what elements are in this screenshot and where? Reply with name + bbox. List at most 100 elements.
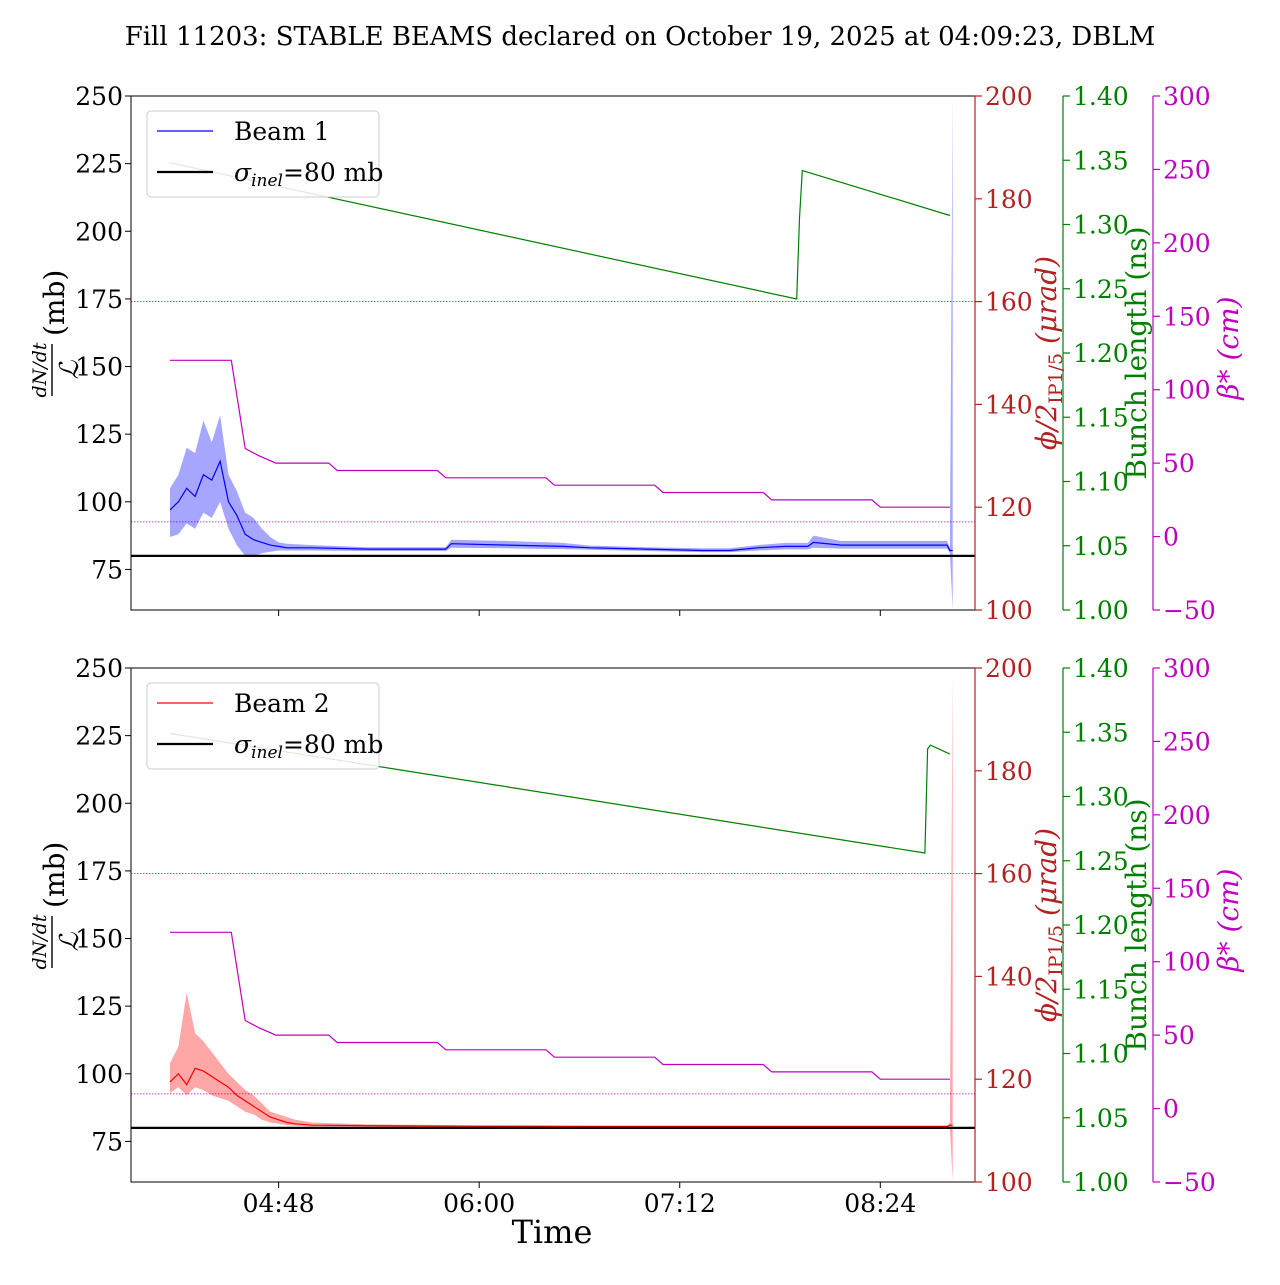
right-tick-label-beta: 300 xyxy=(1163,654,1211,683)
right-tick-label-bunch: 1.30 xyxy=(1073,211,1129,240)
right-tick-label-beta: 200 xyxy=(1163,801,1211,830)
right-tick-label-bunch: 1.10 xyxy=(1073,1040,1129,1069)
left-tick-label: 75 xyxy=(91,1127,123,1156)
crossing-axis-label-sub: IP1/5 xyxy=(1045,925,1067,976)
right-tick-label-crossing: 100 xyxy=(985,1168,1033,1197)
left-axis-label: dN/dt ℒ (mb) xyxy=(29,842,85,970)
chart-title: Fill 11203: STABLE BEAMS declared on Oct… xyxy=(125,22,1156,52)
right-tick-label-bunch: 1.30 xyxy=(1073,783,1129,812)
right-tick-label-bunch: 1.40 xyxy=(1073,654,1129,683)
right-tick-label-crossing: 200 xyxy=(985,654,1033,683)
crossing-axis-label-main: ϕ/2 xyxy=(1030,404,1063,450)
left-axis-label-unit: (mb) xyxy=(38,270,71,336)
right-tick-label-beta: 0 xyxy=(1163,523,1179,552)
left-tick-label: 100 xyxy=(75,1060,123,1089)
right-tick-label-crossing: 120 xyxy=(985,1065,1033,1094)
left-tick-label: 225 xyxy=(75,150,123,179)
right-tick-label-bunch: 1.05 xyxy=(1073,1104,1129,1133)
right-tick-label-beta: 250 xyxy=(1163,155,1211,184)
right-tick-label-beta: −50 xyxy=(1163,596,1216,625)
right-tick-label-crossing: 180 xyxy=(985,185,1033,214)
right-tick-label-crossing: 140 xyxy=(985,962,1033,991)
legend-label-rest: =80 mb xyxy=(283,158,383,187)
left-tick-label: 200 xyxy=(75,217,123,246)
right-tick-label-crossing: 180 xyxy=(985,757,1033,786)
legend-label-sigma: σ xyxy=(234,158,252,187)
right-tick-label-beta: 150 xyxy=(1163,302,1211,331)
right-tick-label-bunch: 1.10 xyxy=(1073,468,1129,497)
left-tick-label: 225 xyxy=(75,722,123,751)
legend: Beam 1 σinel=80 mb xyxy=(146,110,383,198)
crossing-axis-label-sub: IP1/5 xyxy=(1045,353,1067,404)
x-axis-label: Time xyxy=(512,1213,593,1251)
legend-box xyxy=(146,110,380,198)
legend-label: σinel=80 mb xyxy=(234,730,383,763)
right-tick-label-beta: 50 xyxy=(1163,1021,1195,1050)
right-tick-label-crossing: 100 xyxy=(985,596,1033,625)
crossing-axis-label-unit: (μrad) xyxy=(1030,828,1063,925)
left-tick-label: 100 xyxy=(75,488,123,517)
right-tick-label-bunch: 1.35 xyxy=(1073,146,1129,175)
right-tick-label-bunch: 1.25 xyxy=(1073,847,1129,876)
legend-label-sub: inel xyxy=(251,171,283,191)
crossing-axis-label-unit: (μrad) xyxy=(1030,256,1063,353)
right-tick-label-bunch: 1.20 xyxy=(1073,339,1129,368)
left-tick-label: 125 xyxy=(75,992,123,1021)
right-tick-label-beta: 100 xyxy=(1163,948,1211,977)
right-tick-label-crossing: 160 xyxy=(985,860,1033,889)
plot-area xyxy=(131,668,975,1182)
series-line-- xyxy=(170,359,950,508)
x-tick-label: 08:24 xyxy=(844,1189,916,1218)
right-tick-label-bunch: 1.15 xyxy=(1073,403,1129,432)
legend-label-sigma: σ xyxy=(234,730,252,759)
plot-area xyxy=(131,96,975,610)
legend-label: Beam 2 xyxy=(234,689,330,718)
left-axis-label: dN/dt ℒ (mb) xyxy=(29,270,85,398)
right-tick-label-beta: −50 xyxy=(1163,1168,1216,1197)
right-tick-label-crossing: 200 xyxy=(985,82,1033,111)
legend: Beam 2 σinel=80 mb xyxy=(146,682,383,770)
x-tick-label: 07:12 xyxy=(644,1189,716,1218)
right-tick-label-beta: 150 xyxy=(1163,874,1211,903)
series-line-beam-2 xyxy=(169,1067,953,1128)
right-tick-label-bunch: 1.00 xyxy=(1073,1168,1129,1197)
panel-2: 75 100 125 150 175 200 225 250 dN/dt ℒ (mb) 04:48 06… xyxy=(29,654,1245,1218)
left-tick-label: 150 xyxy=(75,925,123,954)
beta-axis-label: β* (cm) xyxy=(1212,296,1245,400)
left-tick-label: 125 xyxy=(75,420,123,449)
right-tick-label-crossing: 140 xyxy=(985,390,1033,419)
panel-1: 75 100 125 150 175 200 225 250 dN/dt ℒ (mb) 100 120 1… xyxy=(29,82,1245,625)
right-tick-label-beta: 250 xyxy=(1163,727,1211,756)
series-line-bunch-length xyxy=(169,732,951,854)
right-tick-label-crossing: 120 xyxy=(985,493,1033,522)
crossing-axis-label-main: ϕ/2 xyxy=(1030,976,1063,1022)
left-tick-label: 175 xyxy=(75,857,123,886)
right-tick-label-bunch: 1.05 xyxy=(1073,532,1129,561)
bunch-axis-label: Bunch length (ns) xyxy=(1120,226,1153,479)
left-axis-label-denominator: ℒ xyxy=(55,931,85,951)
right-tick-label-bunch: 1.25 xyxy=(1073,275,1129,304)
bunch-axis-label: Bunch length (ns) xyxy=(1120,798,1153,1051)
right-tick-label-bunch: 1.40 xyxy=(1073,82,1129,111)
series-line-- xyxy=(170,931,950,1080)
legend-box xyxy=(146,682,380,770)
left-tick-label: 150 xyxy=(75,353,123,382)
left-axis-label-numerator: dN/dt xyxy=(29,914,51,969)
left-axis-label-unit: (mb) xyxy=(38,842,71,908)
left-axis-label-denominator: ℒ xyxy=(55,359,85,379)
beta-axis-label: β* (cm) xyxy=(1212,868,1245,972)
right-tick-label-crossing: 160 xyxy=(985,288,1033,317)
left-tick-label: 200 xyxy=(75,789,123,818)
right-tick-label-bunch: 1.35 xyxy=(1073,718,1129,747)
left-tick-label: 175 xyxy=(75,285,123,314)
left-tick-label: 250 xyxy=(75,654,123,683)
x-tick-label: 04:48 xyxy=(243,1189,315,1218)
series-line-bunch-length xyxy=(169,162,951,300)
right-tick-label-beta: 100 xyxy=(1163,376,1211,405)
crossing-axis-label: ϕ/2IP1/5 (μrad) xyxy=(1030,256,1067,450)
left-axis-label-numerator: dN/dt xyxy=(29,342,51,397)
right-tick-label-beta: 300 xyxy=(1163,82,1211,111)
right-tick-label-bunch: 1.00 xyxy=(1073,596,1129,625)
right-tick-label-bunch: 1.20 xyxy=(1073,911,1129,940)
